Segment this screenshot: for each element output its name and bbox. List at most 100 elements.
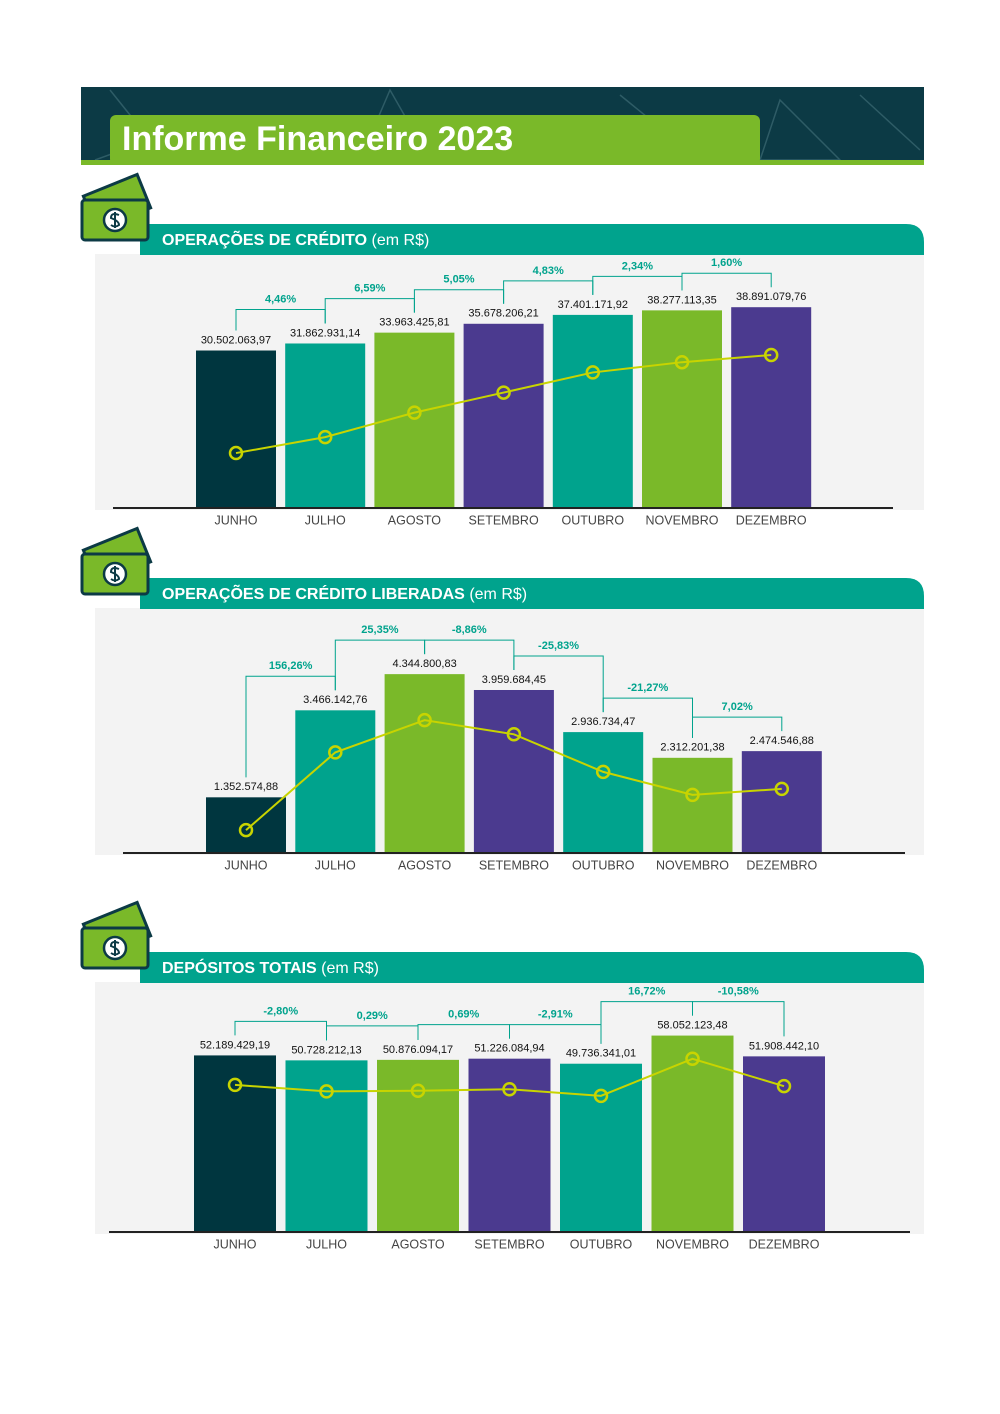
money-icon [80, 526, 153, 596]
change-label: 4,46% [265, 293, 296, 305]
section-title-main: DEPÓSITOS TOTAIS [162, 958, 317, 977]
value-label: 30.502.063,97 [201, 334, 271, 346]
change-label: -21,27% [627, 682, 668, 694]
section-header [140, 224, 924, 255]
trend-point [410, 1083, 426, 1099]
money-icon [80, 900, 153, 970]
change-label: -8,86% [452, 624, 487, 636]
value-label: 52.189.429,19 [200, 1039, 270, 1051]
x-tick-label: JUNHO [224, 858, 267, 872]
x-tick-label: OUTUBRO [572, 858, 635, 872]
trend-point [238, 822, 254, 838]
change-bracket [424, 639, 515, 670]
x-tick-label: JUNHO [214, 513, 257, 527]
trend-point [776, 1078, 792, 1094]
value-label: 33.963.425,81 [379, 317, 449, 329]
x-tick-label: JULHO [315, 858, 356, 872]
section-title: DEPÓSITOS TOTAIS (em R$) [162, 958, 379, 977]
change-label: 1,60% [711, 257, 742, 269]
trend-line [235, 354, 772, 455]
bar [377, 1059, 459, 1232]
x-tick-label: AGOSTO [391, 1237, 445, 1251]
trend-point [496, 385, 511, 400]
trend-point [328, 745, 343, 760]
change-bracket [692, 716, 783, 738]
x-tick-label: DEZEMBRO [749, 1237, 820, 1251]
change-label: -10,58% [718, 985, 759, 997]
trend-line [245, 719, 782, 831]
bar [295, 710, 376, 853]
bar [741, 751, 822, 853]
page-title: Informe Financeiro 2023 [122, 120, 513, 158]
section-title: OPERAÇÕES DE CRÉDITO (em R$) [162, 229, 429, 249]
bar [642, 310, 722, 508]
trend-point [317, 429, 333, 445]
bar [552, 314, 633, 508]
bar [473, 689, 554, 853]
banner: Informe Financeiro 2023 [81, 87, 924, 165]
change-label: 6,59% [354, 283, 385, 295]
trend-point [227, 1077, 243, 1093]
change-label: 0,69% [448, 1009, 479, 1021]
section-title-main: OPERAÇÕES DE CRÉDITO LIBERADAS [162, 583, 465, 603]
change-bracket [692, 1001, 785, 1037]
x-tick-label: AGOSTO [388, 513, 442, 527]
change-label: 156,26% [269, 660, 313, 672]
section-header [140, 952, 924, 983]
x-tick-label: JULHO [306, 1237, 347, 1251]
value-label: 50.728.212,13 [291, 1044, 361, 1056]
bar [196, 350, 276, 508]
x-tick-label: SETEMBRO [479, 858, 549, 872]
change-bracket [681, 272, 772, 291]
value-label: 49.736.341,01 [566, 1048, 636, 1060]
x-tick-label: JUNHO [213, 1237, 256, 1251]
change-label: -25,83% [538, 640, 579, 652]
icon-dollar [109, 940, 121, 956]
value-label: 35.678.206,21 [468, 308, 538, 320]
trend-point [506, 727, 522, 742]
bar [384, 674, 465, 853]
trend-point [674, 354, 690, 370]
change-label: 7,02% [722, 701, 753, 713]
value-label: 3.466.142,76 [303, 694, 367, 706]
trend-point [685, 1051, 700, 1067]
bar [285, 343, 366, 508]
bar [463, 323, 544, 508]
value-label: 38.277.113,35 [647, 294, 717, 306]
change-label: 0,29% [357, 1010, 388, 1022]
value-label: 37.401.171,92 [558, 299, 628, 311]
bar [560, 1063, 642, 1232]
trend-point [228, 445, 244, 461]
bar [743, 1056, 825, 1232]
bar [651, 1035, 734, 1232]
value-label: 38.891.079,76 [736, 291, 806, 303]
x-tick-label: OUTUBRO [570, 1237, 633, 1251]
section-title-unit: (em R$) [321, 960, 379, 977]
x-tick-label: SETEMBRO [469, 513, 539, 527]
x-tick-label: DEZEMBRO [746, 858, 817, 872]
x-tick-label: SETEMBRO [474, 1237, 544, 1251]
trend-point [593, 1088, 609, 1104]
value-label: 2.474.546,88 [750, 735, 814, 747]
value-label: 51.908.442,10 [749, 1040, 819, 1052]
trend-point [407, 405, 422, 420]
section-title-unit: (em R$) [469, 586, 527, 603]
bar [563, 732, 644, 853]
section-title: OPERAÇÕES DE CRÉDITO LIBERADAS (em R$) [162, 583, 527, 603]
icon-dollar [109, 212, 121, 228]
trend-line [234, 1057, 785, 1097]
value-label: 2.312.201,38 [660, 742, 724, 754]
bar [731, 307, 812, 508]
trend-point [774, 781, 790, 797]
x-tick-label: DEZEMBRO [736, 513, 807, 527]
bar [468, 1058, 551, 1232]
value-label: 1.352.574,88 [214, 781, 278, 793]
value-label: 3.959.684,45 [482, 674, 546, 686]
trend-point [763, 347, 779, 363]
trend-point [319, 1084, 334, 1099]
x-tick-label: JULHO [305, 513, 346, 527]
change-label: 16,72% [628, 985, 666, 997]
trend-point [502, 1081, 517, 1097]
change-label: 5,05% [443, 274, 474, 286]
